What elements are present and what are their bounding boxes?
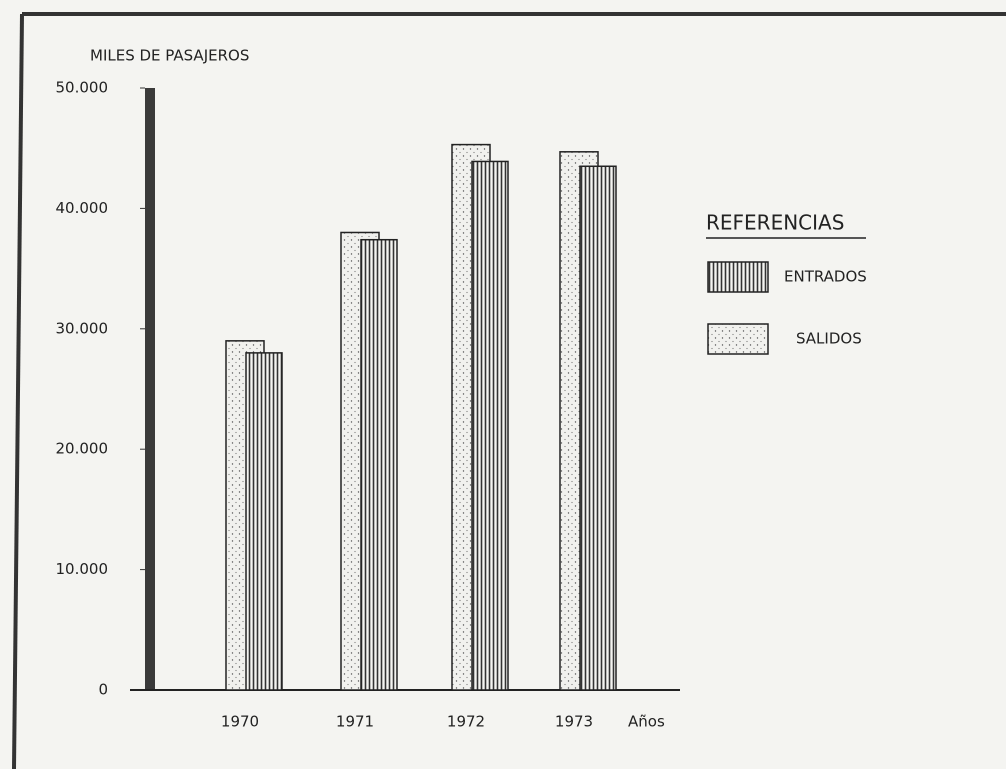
- y-axis: [145, 88, 155, 690]
- legend-title: REFERENCIAS: [706, 211, 844, 235]
- x-tick-label: 1973: [555, 713, 593, 731]
- legend-swatch: [707, 323, 769, 355]
- y-tick-label: 30.000: [56, 319, 109, 337]
- bar: [360, 238, 398, 691]
- y-tick-label: 20.000: [56, 440, 109, 458]
- y-tick-label: 0: [98, 681, 108, 699]
- legend-label: SALIDOS: [796, 330, 862, 348]
- x-tick-label: 1970: [221, 713, 259, 731]
- frame-left: [12, 13, 24, 769]
- y-tick-label: 10.000: [56, 560, 109, 578]
- bar: [471, 160, 509, 691]
- bar: [245, 352, 283, 691]
- legend-swatch: [707, 261, 769, 293]
- x-tick-label: 1972: [447, 713, 485, 731]
- y-tick-label: 50.000: [56, 79, 109, 97]
- y-tick-label: 40.000: [56, 199, 109, 217]
- y-axis-title: MILES DE PASAJEROS: [90, 47, 249, 65]
- x-tick-label: 1971: [336, 713, 374, 731]
- bar: [579, 165, 617, 691]
- legend-label: ENTRADOS: [784, 268, 867, 286]
- x-axis-label: Años: [628, 713, 665, 731]
